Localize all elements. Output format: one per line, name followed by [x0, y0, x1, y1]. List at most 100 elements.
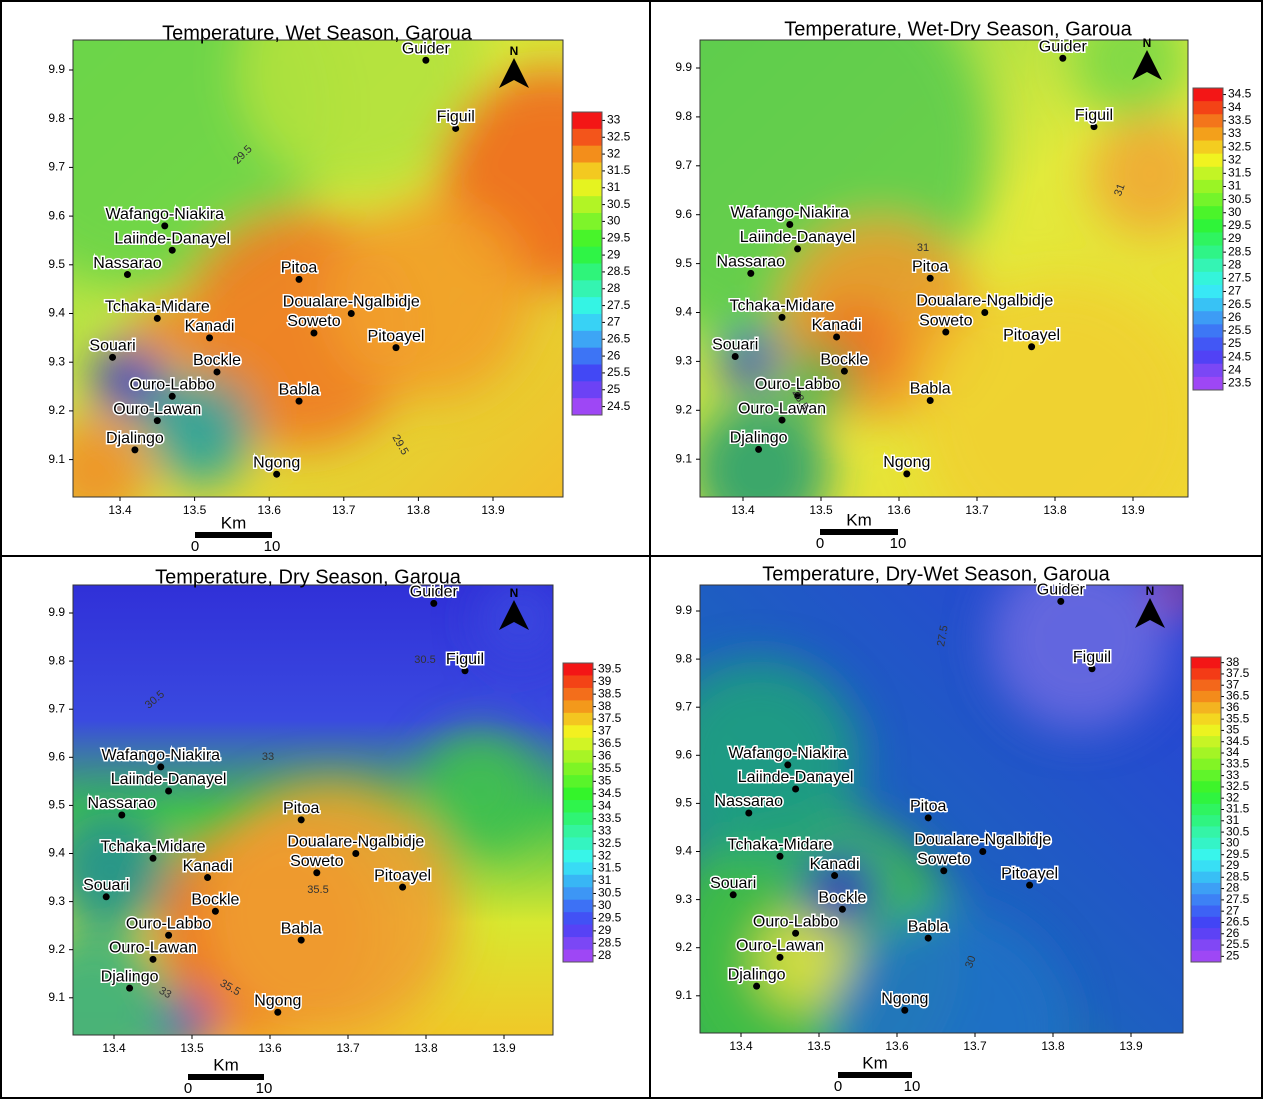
place-label: Souari	[710, 875, 756, 892]
map-panel: Temperature, Dry-Wet Season, Garoua 13.4 1…	[675, 563, 1250, 1095]
colorbar-band	[1193, 114, 1223, 128]
place-dot	[452, 124, 460, 132]
colorbar-band	[563, 824, 593, 838]
y-tick-label: 9.2	[675, 940, 692, 954]
place-label: Souari	[712, 337, 758, 354]
y-tick-label: 9.6	[675, 207, 692, 221]
colorbar-band	[563, 775, 593, 789]
x-tick-label: 13.5	[809, 503, 833, 517]
y-tick-label: 9.2	[48, 942, 65, 956]
place-dot	[168, 392, 176, 400]
y-tick-label: 9.7	[675, 158, 692, 172]
place-dot	[149, 955, 157, 963]
colorbar-band	[1193, 88, 1223, 102]
colorbar-band	[572, 347, 602, 365]
place-dot	[118, 811, 126, 819]
colorbar-band	[572, 162, 602, 180]
place-dot	[123, 271, 131, 279]
place-dot	[153, 314, 161, 322]
colorbar-label: 33.5	[1228, 113, 1252, 127]
colorbar-band	[1193, 101, 1223, 115]
colorbar-label: 30	[607, 214, 621, 228]
colorbar-label: 33	[598, 823, 612, 837]
place-dot	[831, 872, 839, 880]
scale-unit: Km	[213, 1055, 239, 1074]
colorbar-label: 29.5	[1228, 218, 1252, 232]
x-tick-label: 13.4	[729, 1039, 753, 1053]
place-label: Nassarao	[715, 793, 784, 810]
colorbar-label: 31	[1228, 179, 1242, 193]
x-tick-label: 13.7	[965, 503, 989, 517]
place-label: Ngong	[254, 992, 301, 1009]
colorbar-band	[572, 229, 602, 248]
colorbar-label: 28.5	[607, 264, 631, 278]
place-label: Pitoa	[283, 800, 320, 817]
field-blob	[720, 330, 780, 390]
place-label: Pitoa	[912, 258, 949, 275]
field-blob	[920, 280, 1188, 497]
north-arrow	[499, 58, 529, 88]
colorbar-band	[572, 280, 602, 298]
contour-label: 27.5	[935, 624, 951, 647]
place-label: Ouro-Lawan	[736, 938, 824, 955]
colorbar-label: 30	[1226, 836, 1240, 850]
colorbar-band	[1193, 324, 1223, 338]
colorbar-band	[563, 887, 593, 901]
colorbar-band	[572, 128, 602, 147]
place-dot	[926, 397, 934, 405]
map-border	[72, 584, 554, 1036]
place-dot	[295, 275, 303, 283]
colorbar-band	[1191, 792, 1221, 805]
colorbar-label: 33	[1228, 126, 1242, 140]
colorbar-band	[1193, 140, 1223, 155]
scale-bar	[838, 1072, 912, 1078]
place-dot	[1028, 343, 1036, 351]
place-dot	[461, 667, 469, 675]
colorbar-label: 27.5	[1226, 892, 1250, 906]
colorbar-band	[1191, 724, 1221, 737]
colorbar-label: 32	[607, 146, 621, 160]
colorbar-label: 27	[1226, 903, 1240, 917]
place-dot	[297, 816, 305, 824]
colorbar-band	[563, 937, 593, 951]
place-label: Ouro-Lawan	[738, 400, 826, 417]
scale-end: 10	[264, 538, 281, 555]
colorbar-band	[563, 949, 593, 963]
north-label: N	[510, 44, 519, 58]
colorbar-label: 29	[598, 923, 612, 937]
colorbar-label: 23.5	[1228, 376, 1252, 390]
colorbar-label: 28	[1228, 257, 1242, 271]
x-tick-label: 13.5	[183, 503, 207, 517]
field-blob	[200, 780, 460, 1035]
place-dot	[729, 891, 737, 899]
colorbar-band	[1193, 193, 1223, 207]
place-label: Pitoayel	[368, 328, 425, 345]
x-tick-label: 13.9	[1119, 1039, 1143, 1053]
place-label: Djalingo	[101, 968, 159, 985]
y-tick-label: 9.6	[675, 747, 692, 761]
colorbar-label: 27	[607, 315, 621, 329]
y-tick-label: 9.8	[675, 109, 692, 123]
x-tick-label: 13.6	[258, 1041, 282, 1055]
y-tick-label: 9.5	[675, 796, 692, 810]
map-border	[699, 39, 1189, 498]
scale-end: 10	[904, 1078, 921, 1095]
place-label: Guider	[1037, 582, 1086, 599]
colorbar-band	[1193, 179, 1223, 194]
y-tick-label: 9.9	[48, 62, 65, 76]
colorbar-frame	[1190, 656, 1222, 963]
temperature-field	[700, 585, 1183, 1033]
colorbar-label: 37.5	[1226, 666, 1250, 680]
place-label: Babla	[279, 381, 320, 398]
place-label: Ouro-Labbo	[753, 913, 838, 930]
colorbar-band	[1193, 311, 1223, 325]
place-label: Ngong	[883, 454, 930, 471]
north-label: N	[1143, 36, 1152, 50]
panel-title: Temperature, Wet-Dry Season, Garoua	[784, 18, 1132, 40]
temperature-field	[73, 585, 553, 1035]
place-dot	[792, 785, 800, 793]
field-blob	[1090, 115, 1188, 235]
x-tick-label: 13.8	[1041, 1039, 1065, 1053]
colorbar-band	[563, 837, 593, 851]
place-dot	[794, 245, 802, 253]
